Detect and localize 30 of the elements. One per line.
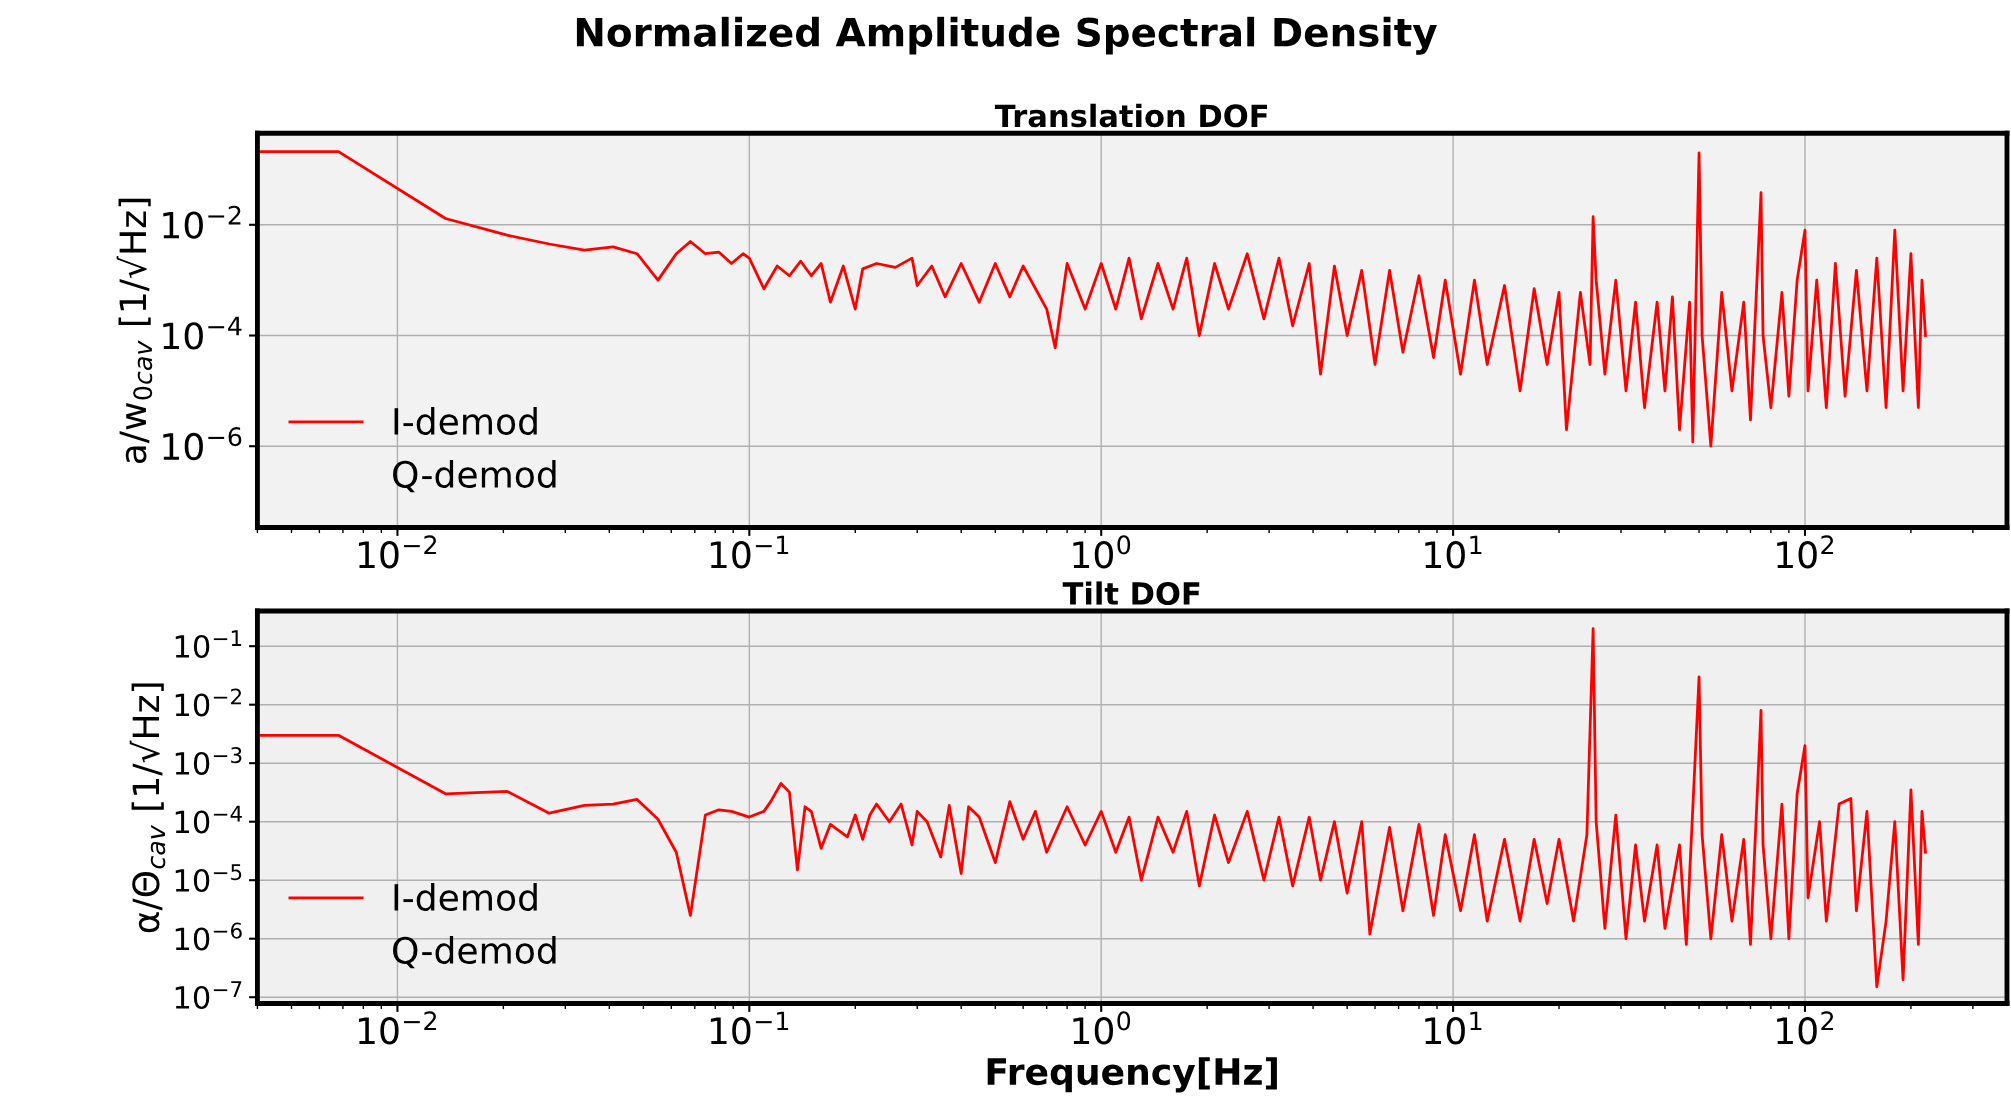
legend-label: I-demod [394, 407, 537, 436]
x-tick-label: 10$^{2}$ [1777, 1011, 1834, 1045]
y-tick-label: 10$^{−4}$ [163, 316, 242, 350]
x-tick-label: 10$^{−1}$ [710, 1011, 789, 1045]
y-tick-label: 10$^{−5}$ [175, 864, 242, 893]
text: Q-demod [393, 936, 556, 969]
y-tick-label: 10$^{−2}$ [163, 205, 241, 239]
x-tick-label: 10$^{−2}$ [358, 1011, 437, 1045]
x-tick-label: 10$^{1}$ [1425, 535, 1482, 569]
y-tick-label: 10$^{−3}$ [175, 746, 242, 775]
y-tick-label: 10$^{−6}$ [163, 427, 242, 461]
y-tick-label: 10$^{−1}$ [175, 630, 242, 659]
y-axis-title: a/w$_{0cav}$ [1/√Hz] [116, 198, 153, 464]
x-tick-label: 10$^{1}$ [1425, 1011, 1482, 1045]
chart-subtitle: Tilt DOF [1062, 581, 1200, 606]
x-axis-title: Frequency[Hz] [987, 1057, 1277, 1093]
text: Q-demod [393, 460, 556, 493]
x-tick-label: 10$^{−1}$ [710, 535, 789, 569]
chart-subtitle: Translation DOF [994, 103, 1268, 128]
x-tick-label: 10$^{0}$ [1073, 535, 1131, 569]
y-tick-label: 10$^{−2}$ [175, 688, 241, 717]
y-axis-title: α/Θ$_{cav}$ [1/√Hz] [129, 683, 166, 933]
legend-label: I-demod [394, 883, 537, 912]
y-tick-label: 10$^{−4}$ [175, 805, 242, 834]
chart-title: Normalized Amplitude Spectral Density [576, 16, 1437, 55]
x-tick-label: 10$^{2}$ [1777, 535, 1834, 569]
y-tick-label: 10$^{−7}$ [175, 981, 242, 1010]
y-tick-label: 10$^{−6}$ [175, 922, 242, 951]
x-tick-label: 10$^{−2}$ [358, 535, 437, 569]
x-tick-label: 10$^{0}$ [1073, 1011, 1131, 1045]
